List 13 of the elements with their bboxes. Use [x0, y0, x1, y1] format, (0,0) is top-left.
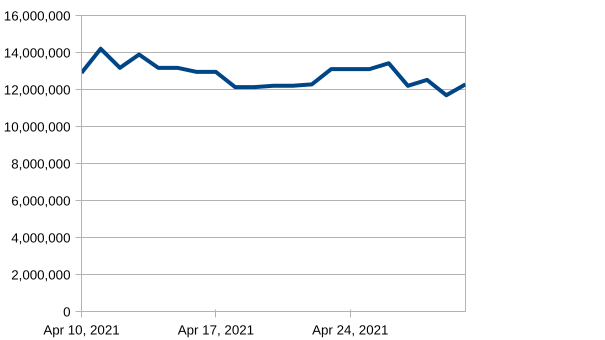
x-tick-label: Apr 24, 2021 — [312, 322, 388, 338]
x-tick-label: Apr 10, 2021 — [43, 322, 120, 338]
y-tick-label: 8,000,000 — [11, 156, 71, 172]
line-series — [82, 46, 466, 98]
y-tick-label: 16,000,000 — [4, 8, 71, 24]
y-tick-label: 10,000,000 — [4, 120, 71, 134]
y-tick-label: 0 — [63, 304, 71, 320]
y-tick-label: 4,000,000 — [11, 230, 71, 246]
y-tick-label: 6,000,000 — [11, 194, 71, 208]
y-tick-label: 2,000,000 — [11, 268, 71, 282]
x-tick-label: Apr 17, 2021 — [178, 322, 254, 338]
y-tick-label: 14,000,000 — [4, 46, 71, 60]
y-tick-label: 12,000,000 — [4, 82, 71, 98]
